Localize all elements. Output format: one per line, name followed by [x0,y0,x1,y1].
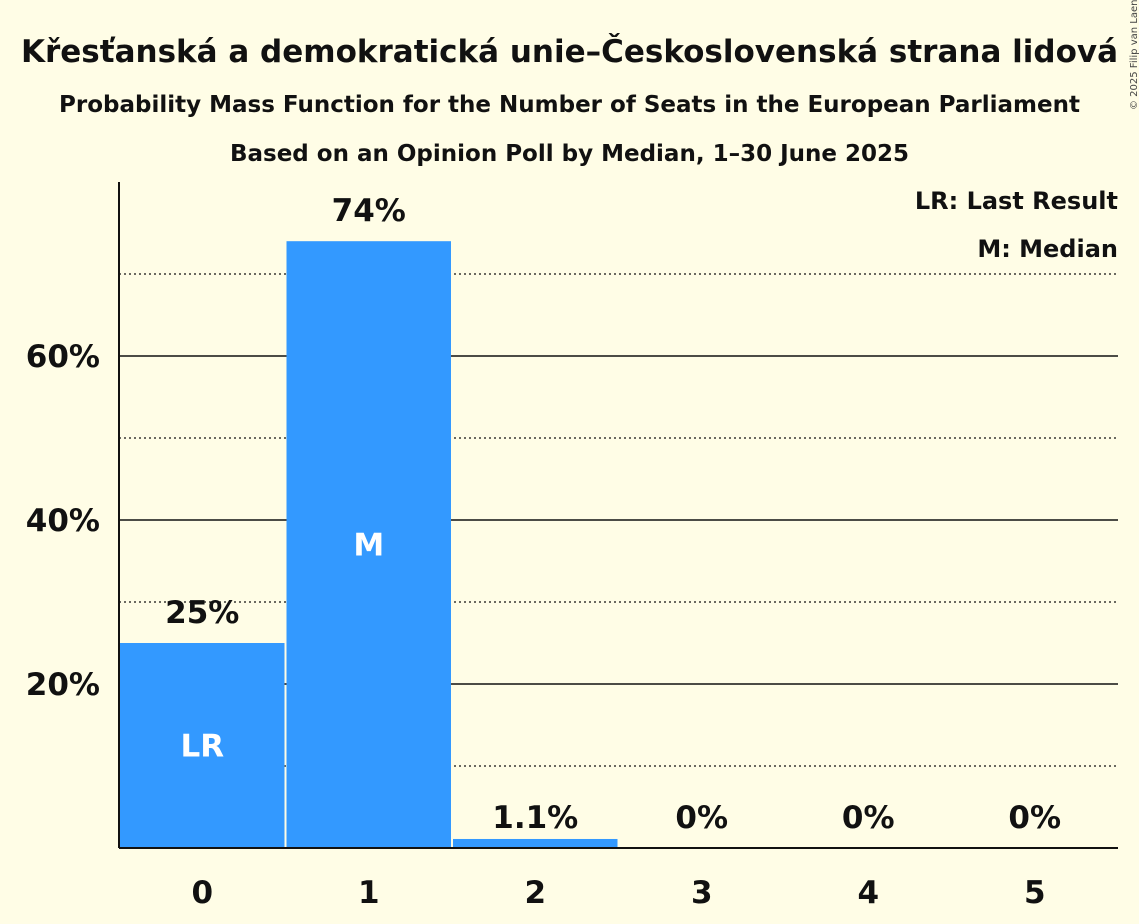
x-tick-label: 0 [191,875,213,911]
chart-subtitle: Probability Mass Function for the Number… [59,92,1080,118]
legend-median: M: Median [977,235,1118,263]
bar [120,643,285,848]
y-tick-label: 40% [26,503,100,539]
y-tick-label: 20% [26,667,100,703]
data-label: 25% [165,595,239,631]
x-tick-label: 5 [1024,875,1046,911]
x-tick-label: 2 [524,875,546,911]
chart-title: Křesťanská a demokratická unie–Českoslov… [21,33,1118,70]
data-label: 0% [1008,800,1061,836]
data-label: 1.1% [492,800,578,836]
chart-subtitle-2: Based on an Opinion Poll by Median, 1–30… [230,141,909,167]
x-tick-label: 3 [691,875,713,911]
data-label: 74% [332,193,406,229]
bar [286,241,451,848]
x-tick-label: 4 [857,875,879,911]
legend-last-result: LR: Last Result [915,187,1118,215]
bar [453,838,618,848]
copyright: © 2025 Filip van Laenen [1129,0,1139,110]
data-label: 0% [842,800,895,836]
x-tick-label: 1 [358,875,380,911]
y-tick-label: 60% [26,339,100,375]
bar-marker: M [353,528,384,564]
data-label: 0% [675,800,728,836]
bar-marker: LR [180,729,224,765]
